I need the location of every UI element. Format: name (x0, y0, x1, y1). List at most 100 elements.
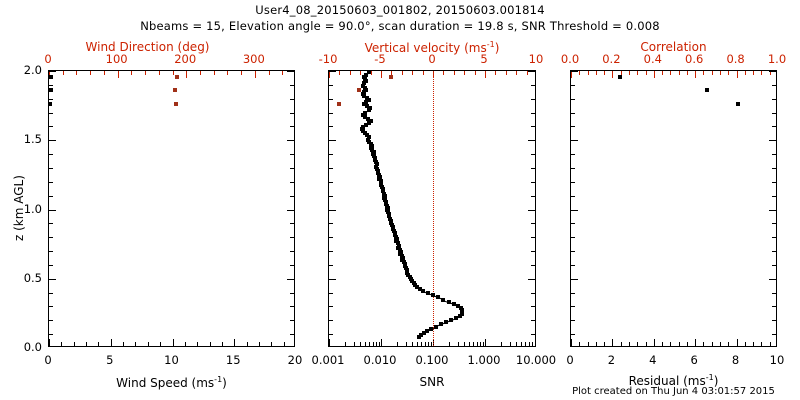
y-tick-major (329, 278, 336, 280)
y-tick-minor (772, 98, 776, 100)
data-point-snr (380, 185, 385, 190)
data-point-snr (393, 235, 398, 240)
y-tick-minor (772, 292, 776, 294)
y-tick-minor (772, 264, 776, 266)
data-point-snr (366, 135, 371, 140)
top-tick-minor (401, 71, 403, 75)
top-tick-major (254, 71, 256, 78)
panel-residual[interactable] (570, 70, 777, 347)
data-point-snr (370, 147, 375, 152)
top-tick-minor (753, 71, 755, 75)
top-tick-minor (604, 71, 606, 75)
data-point-correlation (735, 102, 740, 107)
y-tick-minor (49, 292, 53, 294)
data-point-snr (368, 141, 373, 146)
y-tick-minor (772, 251, 776, 253)
y-tick-minor (329, 306, 333, 308)
x-tick-label: 10 (164, 353, 179, 367)
top-tick-minor (227, 71, 229, 75)
data-point-snr (389, 218, 394, 223)
x-tick-minor (184, 342, 186, 346)
data-point-snr (361, 125, 366, 130)
data-point-snr (376, 168, 381, 173)
y-tick-minor (290, 112, 294, 114)
top-tick-major (381, 71, 382, 78)
x-tick-minor (753, 342, 755, 346)
y-tick-minor (772, 334, 776, 336)
y-tick-minor (531, 195, 535, 197)
x-tick-minor (720, 342, 722, 346)
x-tick-major (110, 339, 112, 346)
top-tick-minor (282, 71, 284, 75)
x-tick-label: 10 (769, 353, 785, 367)
top-tick-minor (645, 71, 647, 75)
top-tick-minor (703, 71, 705, 75)
wind-speed-axis-title-exponent: -1 (214, 375, 223, 384)
y-tick-minor (772, 167, 776, 169)
top-tick-minor (761, 71, 763, 75)
y-tick-major (49, 71, 56, 72)
data-point-snr (363, 114, 368, 119)
y-tick-minor (531, 112, 535, 114)
x-tick-minor (711, 342, 713, 346)
x-tick-minor (521, 342, 523, 346)
top-tick-major (695, 71, 697, 78)
data-point-snr (388, 216, 393, 221)
data-point-vertical-velocity (337, 102, 342, 107)
y-tick-minor (290, 237, 294, 239)
data-point-snr (371, 150, 376, 155)
x-tick-label: 1.000 (467, 353, 501, 367)
wind-direction-axis-title: Wind Direction (deg) (85, 40, 210, 54)
data-point-snr (403, 266, 408, 271)
data-point-snr (380, 189, 385, 194)
vertical-velocity-axis-title-text: Vertical velocity (ms (364, 41, 487, 55)
data-point-snr (449, 318, 454, 323)
y-tick-minor (531, 306, 535, 308)
y-tick-minor (531, 251, 535, 253)
y-tick-label: 2.0 (23, 63, 42, 77)
panel-snr[interactable] (328, 70, 536, 347)
data-point-wind-direction (173, 102, 178, 107)
data-point-snr (363, 79, 368, 84)
y-tick-minor (49, 195, 53, 197)
data-point-snr (406, 272, 411, 277)
x-tick-major (612, 339, 614, 346)
data-point-snr (364, 96, 369, 100)
data-point-wind-direction (174, 74, 179, 79)
panel-wind[interactable] (48, 70, 295, 347)
y-tick-minor (290, 126, 294, 128)
top-tick-label: 5 (480, 52, 488, 66)
x-tick-minor (604, 342, 606, 346)
x-tick-minor (86, 342, 88, 346)
x-tick-major (234, 339, 236, 346)
y-tick-minor (531, 154, 535, 156)
top-tick-minor (769, 71, 771, 75)
data-point-snr (361, 112, 366, 117)
top-tick-label: 200 (174, 52, 197, 66)
x-tick-minor (246, 342, 248, 346)
x-tick-minor (61, 342, 63, 346)
data-point-snr (367, 120, 372, 125)
data-point-snr (392, 233, 397, 238)
x-tick-minor (531, 342, 533, 346)
data-point-snr (410, 278, 415, 283)
y-tick-minor (772, 154, 776, 156)
y-tick-major (528, 71, 535, 72)
top-tick-minor (90, 71, 92, 75)
top-tick-minor (474, 71, 476, 75)
y-tick-minor (329, 112, 333, 114)
y-tick-label: 1.5 (23, 132, 42, 147)
x-tick-minor (464, 342, 466, 346)
y-tick-minor (329, 167, 333, 169)
y-tick-minor (571, 223, 575, 225)
y-tick-minor (571, 154, 575, 156)
data-point-snr (362, 93, 367, 98)
y-tick-minor (571, 334, 575, 336)
y-tick-minor (290, 84, 294, 86)
data-point-snr (404, 270, 409, 275)
y-tick-minor (772, 181, 776, 183)
data-point-snr (453, 316, 458, 321)
y-tick-major (287, 71, 294, 72)
top-tick-minor (678, 71, 680, 75)
residual-axis-title-tail: ) (713, 374, 719, 388)
